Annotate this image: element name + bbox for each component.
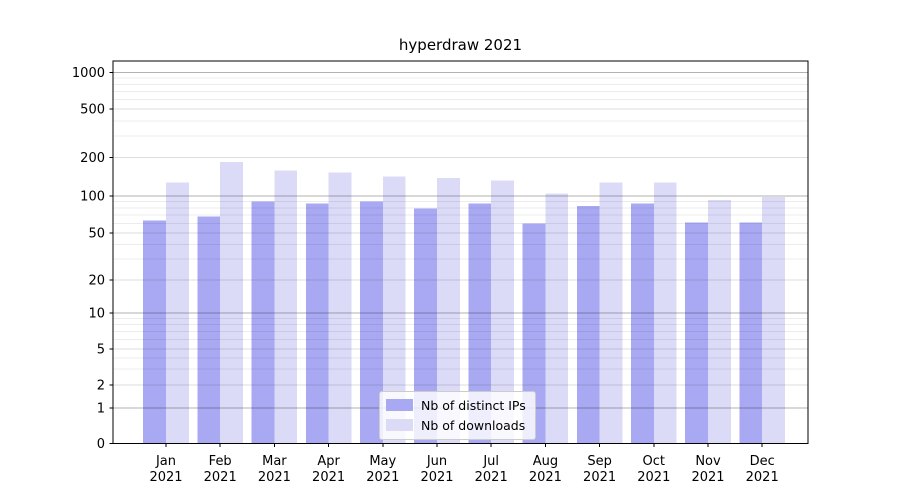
- bar-oct-2021-nb-of-distinct-ips: [631, 203, 654, 444]
- bar-dec-2021-nb-of-distinct-ips: [739, 222, 763, 444]
- x-tick-label-year-dec-2021: 2021: [746, 470, 779, 485]
- x-tick-label-month-jun-2021: Jun: [426, 454, 447, 469]
- x-tick-label-year-nov-2021: 2021: [691, 470, 724, 485]
- bar-apr-2021-nb-of-downloads: [328, 172, 352, 444]
- legend-item-distinct-ips: Nb of distinct IPs: [386, 396, 526, 414]
- bar-feb-2021-nb-of-downloads: [220, 161, 243, 444]
- bar-aug-2021-nb-of-downloads: [545, 193, 569, 444]
- x-tick-label-month-mar-2021: Mar: [262, 454, 287, 469]
- x-tick-label-month-jan-2021: Jan: [155, 454, 176, 469]
- y-tick-label-200: 200: [80, 151, 105, 166]
- y-tick-label-500: 500: [80, 103, 105, 118]
- bar-aug-2021-nb-of-distinct-ips: [522, 223, 546, 444]
- plot-border: [112, 60, 809, 444]
- bar-jul-2021-nb-of-downloads: [491, 180, 514, 444]
- legend-swatch-distinct-ips: [386, 399, 413, 411]
- bar-apr-2021-nb-of-distinct-ips: [305, 203, 329, 444]
- y-tick-label-0: 0: [97, 437, 105, 452]
- bar-sep-2021-nb-of-downloads: [599, 182, 623, 444]
- x-tick-label-year-oct-2021: 2021: [637, 470, 670, 485]
- legend: Nb of distinct IPs Nb of downloads: [379, 391, 536, 440]
- x-tick-label-month-jul-2021: Jul: [482, 454, 499, 469]
- x-tick-label-year-aug-2021: 2021: [529, 470, 562, 485]
- x-tick-label-year-mar-2021: 2021: [258, 470, 291, 485]
- y-tick-label-10: 10: [88, 307, 105, 322]
- x-tick-label-month-nov-2021: Nov: [695, 454, 721, 469]
- x-tick-label-month-oct-2021: Oct: [643, 454, 665, 469]
- bar-jan-2021-nb-of-downloads: [166, 182, 189, 444]
- x-tick-label-year-jul-2021: 2021: [475, 470, 508, 485]
- bar-jun-2021-nb-of-downloads: [437, 178, 460, 444]
- bar-may-2021-nb-of-downloads: [382, 176, 406, 444]
- x-tick-label-year-jan-2021: 2021: [149, 470, 182, 485]
- bar-nov-2021-nb-of-distinct-ips: [685, 222, 708, 444]
- bar-feb-2021-nb-of-distinct-ips: [197, 216, 221, 444]
- bar-oct-2021-nb-of-downloads: [653, 182, 677, 444]
- x-tick-label-year-feb-2021: 2021: [204, 470, 237, 485]
- x-tick-label-month-feb-2021: Feb: [209, 454, 232, 469]
- chart-title: hyperdraw 2021: [398, 36, 523, 54]
- x-tick-label-month-sep-2021: Sep: [587, 454, 612, 469]
- bar-sep-2021-nb-of-distinct-ips: [576, 205, 600, 444]
- y-tick-label-50: 50: [88, 227, 105, 242]
- x-tick-label-month-may-2021: May: [369, 454, 396, 469]
- bar-nov-2021-nb-of-downloads: [708, 199, 731, 444]
- y-tick-label-100: 100: [80, 190, 105, 205]
- x-tick-label-month-apr-2021: Apr: [317, 454, 340, 469]
- bar-jul-2021-nb-of-distinct-ips: [468, 203, 492, 444]
- y-tick-label-2: 2: [97, 379, 105, 394]
- bar-jan-2021-nb-of-distinct-ips: [143, 220, 166, 444]
- x-tick-label-year-apr-2021: 2021: [312, 470, 345, 485]
- y-tick-label-1: 1: [97, 402, 105, 417]
- x-tick-label-year-sep-2021: 2021: [583, 470, 616, 485]
- legend-swatch-downloads: [386, 419, 413, 431]
- x-tick-label-year-jun-2021: 2021: [420, 470, 453, 485]
- legend-label-distinct-ips: Nb of distinct IPs: [421, 397, 526, 413]
- y-tick-label-1000: 1000: [72, 66, 105, 81]
- bar-mar-2021-nb-of-distinct-ips: [251, 201, 275, 444]
- y-tick-label-20: 20: [88, 274, 105, 289]
- x-tick-label-year-may-2021: 2021: [366, 470, 399, 485]
- bar-dec-2021-nb-of-downloads: [762, 197, 785, 444]
- bar-may-2021-nb-of-distinct-ips: [360, 201, 383, 444]
- y-tick-label-5: 5: [97, 343, 105, 358]
- legend-item-downloads: Nb of downloads: [386, 416, 526, 434]
- x-tick-label-month-aug-2021: Aug: [533, 454, 558, 469]
- bar-jun-2021-nb-of-distinct-ips: [414, 208, 437, 444]
- x-tick-label-month-dec-2021: Dec: [750, 454, 775, 469]
- legend-label-downloads: Nb of downloads: [421, 417, 526, 433]
- bar-mar-2021-nb-of-downloads: [274, 170, 298, 444]
